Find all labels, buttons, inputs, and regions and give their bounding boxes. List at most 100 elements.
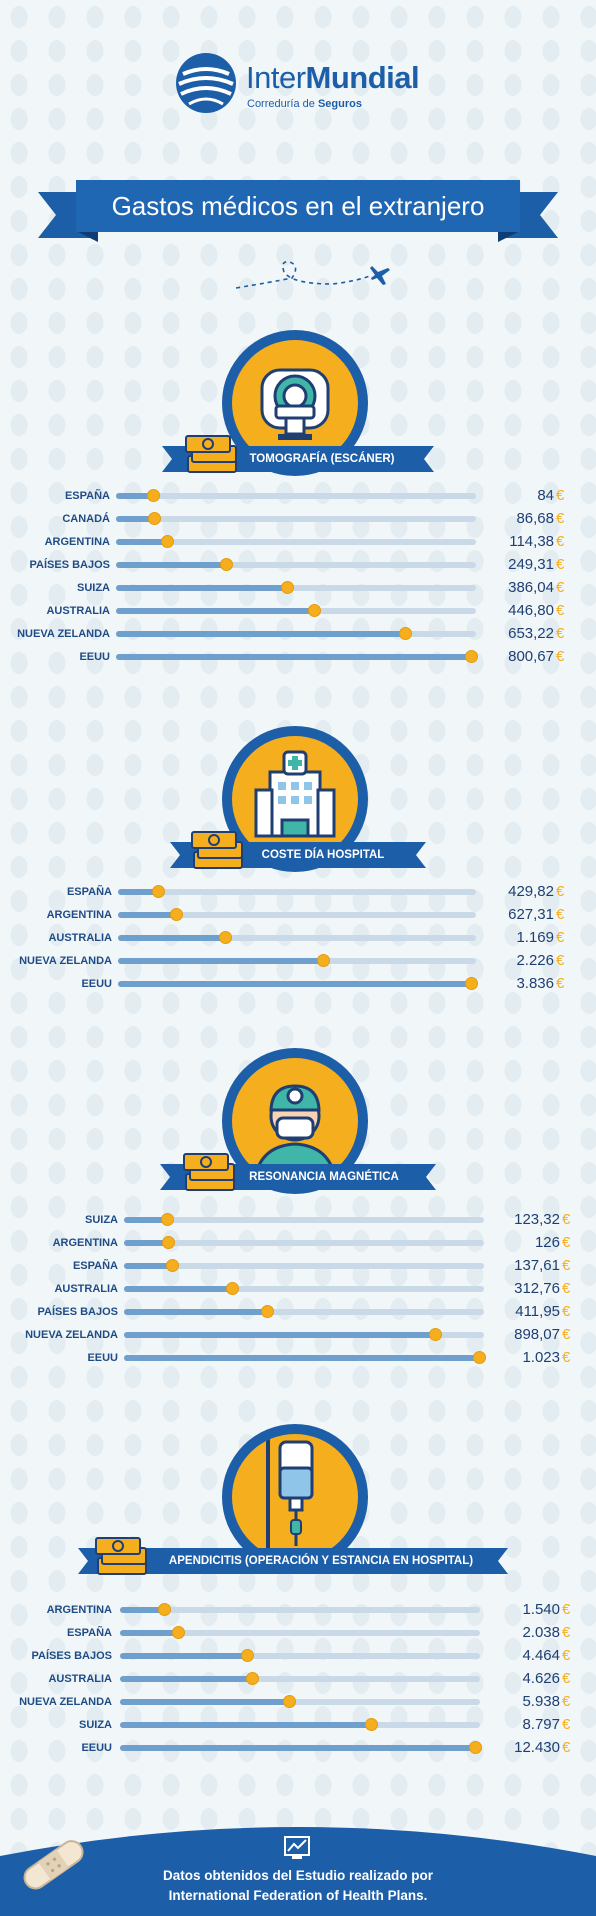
country-label: EEUU — [79, 651, 110, 663]
footer-wave — [0, 1827, 596, 1916]
bar-track — [118, 908, 476, 921]
bar-value-marker — [241, 1649, 255, 1662]
bar-value-marker — [429, 1328, 443, 1341]
data-label: 653,22 — [508, 625, 554, 642]
country-label: PAÍSES BAJOS — [29, 559, 111, 571]
bar-row: PAÍSES BAJOS 411,95 € — [0, 1302, 596, 1322]
currency-symbol: € — [556, 487, 565, 504]
data-label: 446,80 — [508, 602, 554, 619]
country-label: PAÍSES BAJOS — [31, 1650, 113, 1662]
data-label: 8.797 — [522, 1716, 560, 1733]
currency-symbol: € — [562, 1280, 571, 1297]
bar-value-marker — [151, 885, 165, 898]
country-label: SUIZA — [79, 1719, 112, 1731]
data-label: 1.023 — [522, 1349, 560, 1366]
bar-track — [124, 1236, 484, 1249]
bar-row: AUSTRALIA 1.169 € — [0, 928, 596, 948]
bar-row: EEUU 1.023 € — [0, 1348, 596, 1368]
bar-track — [120, 1626, 480, 1639]
bar-row: NUEVA ZELANDA 5.938 € — [0, 1692, 596, 1712]
data-label: 123,32 — [514, 1211, 560, 1228]
country-label: ESPAÑA — [66, 886, 112, 898]
bar-fill — [118, 958, 323, 964]
bar-row: ESPAÑA 2.038 € — [0, 1623, 596, 1643]
bar-track — [116, 489, 476, 502]
bar-track — [124, 1213, 484, 1226]
bar-track — [124, 1305, 484, 1318]
bar-track — [118, 954, 476, 967]
currency-symbol: € — [556, 952, 565, 969]
data-label: 312,76 — [514, 1280, 560, 1297]
globe-icon — [176, 53, 236, 113]
bar-value-marker — [316, 954, 330, 967]
bar-value-marker — [169, 908, 183, 921]
title-ribbon: Gastos médicos en el extranjero — [38, 180, 558, 244]
currency-symbol: € — [562, 1716, 571, 1733]
bar-track — [124, 1282, 484, 1295]
bar-fill — [118, 935, 226, 941]
footer-source-line1: Datos obtenidos del Estudio realizado po… — [162, 1868, 434, 1883]
section-label: COSTE DÍA HOSPITAL — [261, 849, 385, 861]
data-label: 1.169 — [516, 929, 554, 946]
bar-fill — [124, 1309, 267, 1315]
bar-value-marker — [165, 1259, 179, 1272]
bar-row: ESPAÑA 84 € — [0, 486, 596, 506]
bar-row: SUIZA 386,04 € — [0, 578, 596, 598]
country-label: EEUU — [81, 978, 112, 990]
bar-track — [116, 581, 476, 594]
bar-fill — [120, 1745, 475, 1751]
bar-value-marker — [219, 931, 233, 944]
data-label: 411,95 — [515, 1303, 560, 1320]
bar-row: ESPAÑA 137,61 € — [0, 1256, 596, 1276]
bar-fill — [124, 1355, 479, 1361]
bar-row: EEUU 12.430 € — [0, 1738, 596, 1758]
country-label: AUSTRALIA — [54, 1283, 118, 1295]
hospital-icon-badge — [222, 726, 368, 872]
data-label: 2.038 — [522, 1624, 560, 1641]
currency-symbol: € — [556, 906, 565, 923]
iv-drip-icon — [266, 1434, 314, 1560]
brand-logo: InterMundial Correduría de Seguros — [0, 52, 596, 122]
bar-value-marker — [147, 489, 161, 502]
bar-row: NUEVA ZELANDA 653,22 € — [0, 624, 596, 644]
bar-track — [124, 1351, 486, 1364]
bar-row: SUIZA 8.797 € — [0, 1715, 596, 1735]
country-label: SUIZA — [77, 582, 110, 594]
bar-row: NUEVA ZELANDA 2.226 € — [0, 951, 596, 971]
bar-row: ARGENTINA 126 € — [0, 1233, 596, 1253]
data-label: 3.836 — [516, 975, 554, 992]
bar-track — [116, 650, 478, 663]
hospital-building-icon — [254, 750, 336, 838]
bar-fill — [120, 1676, 252, 1682]
data-label: 627,31 — [508, 906, 554, 923]
bar-fill — [118, 912, 176, 918]
bar-fill — [120, 1722, 371, 1728]
bar-value-marker — [280, 581, 294, 594]
country-label: AUSTRALIA — [48, 932, 112, 944]
bar-fill — [116, 516, 155, 522]
section-label: RESONANCIA MAGNÉTICA — [249, 1171, 399, 1183]
bandage-icon — [23, 1840, 84, 1890]
bar-row: ARGENTINA 1.540 € — [0, 1600, 596, 1620]
bar-value-marker — [161, 1236, 175, 1249]
data-label: 84 — [537, 487, 554, 504]
country-label: AUSTRALIA — [48, 1673, 112, 1685]
currency-symbol: € — [556, 556, 565, 573]
currency-symbol: € — [562, 1670, 571, 1687]
footer-source-line2: International Federation of Health Plans… — [168, 1888, 428, 1903]
data-label: 2.226 — [516, 952, 554, 969]
bar-value-marker — [260, 1305, 274, 1318]
data-label: 126 — [534, 1234, 560, 1251]
bar-track — [124, 1328, 484, 1341]
bar-value-marker — [226, 1282, 240, 1295]
country-label: ESPAÑA — [64, 490, 110, 502]
bar-track — [116, 558, 476, 571]
data-label: 800,67 — [508, 648, 554, 665]
currency-symbol: € — [556, 975, 565, 992]
data-label: 137,61 — [514, 1257, 560, 1274]
money-stack-icon — [191, 831, 243, 869]
bar-fill — [118, 981, 471, 987]
data-label: 4.464 — [522, 1647, 560, 1664]
country-label: AUSTRALIA — [46, 605, 110, 617]
country-label: NUEVA ZELANDA — [19, 1696, 112, 1708]
